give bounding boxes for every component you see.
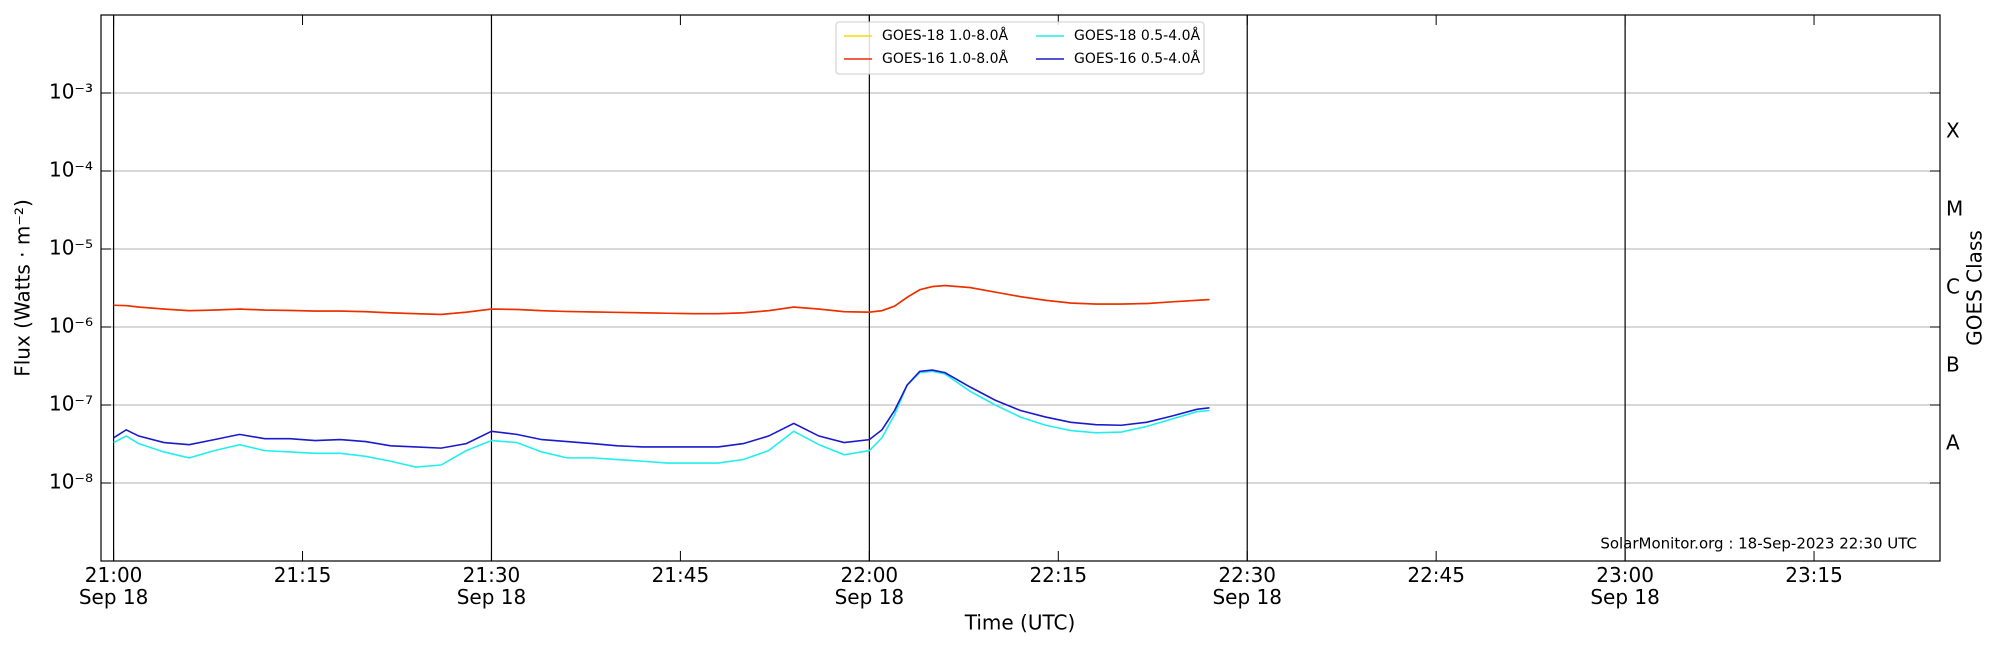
x-axis-label: Time (UTC) (964, 611, 1076, 635)
x-tick-label: 21:45 (652, 563, 710, 587)
legend-label: GOES-18 1.0-8.0Å (882, 27, 1008, 44)
y-tick-label: 10⁻³ (49, 80, 93, 104)
y-axis-label: Flux (Watts · m⁻²) (11, 199, 35, 377)
y2-tick-label: X (1946, 119, 1960, 143)
legend-label: GOES-18 0.5-4.0Å (1074, 27, 1200, 44)
x-tick-label: 22:30 Sep 18 (1212, 563, 1282, 609)
x-tick-label: 21:15 (274, 563, 332, 587)
x-tick-label: 21:00 Sep 18 (79, 563, 149, 609)
x-tick-label: 23:15 (1785, 563, 1843, 587)
y2-tick-label: C (1946, 275, 1960, 299)
annotation: SolarMonitor.org : 18-Sep-2023 22:30 UTC (1600, 535, 1917, 553)
series-line (113, 370, 1210, 468)
axes-frame (100, 14, 1941, 562)
x-tick-label: 22:00 Sep 18 (835, 563, 905, 609)
legend-label: GOES-16 0.5-4.0Å (1074, 50, 1200, 67)
y2-axis-label: GOES Class (1963, 230, 1987, 346)
series-line (113, 284, 1210, 316)
y2-tick-label: A (1946, 431, 1960, 455)
series-line (113, 369, 1210, 449)
y-tick-label: 10⁻⁷ (49, 392, 93, 416)
x-tick-label: 21:30 Sep 18 (457, 563, 527, 609)
x-tick-label: 22:45 (1407, 563, 1465, 587)
y-tick-label: 10⁻⁵ (49, 236, 93, 260)
legend-box (835, 21, 1205, 75)
x-tick-label: 23:00 Sep 18 (1590, 563, 1660, 609)
y-tick-label: 10⁻⁶ (49, 314, 93, 338)
y-tick-label: 10⁻⁸ (49, 470, 93, 494)
y-tick-label: 10⁻⁴ (49, 158, 93, 182)
y2-tick-label: M (1946, 197, 1963, 221)
x-tick-label: 22:15 (1029, 563, 1087, 587)
legend-label: GOES-16 1.0-8.0Å (882, 50, 1008, 67)
y2-tick-label: B (1946, 353, 1960, 377)
